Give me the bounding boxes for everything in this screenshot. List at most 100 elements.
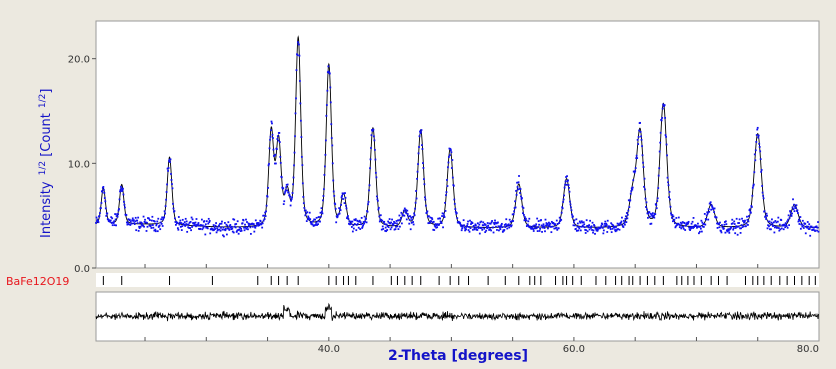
- observed-point: [591, 229, 593, 231]
- observed-point: [96, 220, 98, 222]
- observed-point: [642, 166, 645, 168]
- observed-point: [639, 121, 641, 124]
- observed-point: [367, 201, 370, 203]
- observed-point: [604, 224, 607, 227]
- observed-point: [302, 202, 305, 205]
- observed-point: [801, 219, 804, 222]
- observed-point: [166, 167, 169, 170]
- observed-point: [642, 161, 644, 164]
- y-tick-label: 20.0: [68, 55, 90, 66]
- observed-point: [300, 155, 303, 158]
- observed-point: [782, 223, 785, 226]
- observed-point: [510, 224, 513, 227]
- observed-point: [744, 219, 746, 222]
- observed-point: [464, 229, 466, 232]
- observed-point: [775, 221, 778, 224]
- observed-point: [682, 227, 685, 230]
- observed-point: [427, 215, 430, 218]
- observed-point: [586, 230, 589, 233]
- observed-point: [441, 212, 444, 215]
- observed-point: [718, 226, 721, 229]
- observed-point: [784, 222, 787, 225]
- observed-point: [537, 226, 540, 228]
- observed-point: [807, 225, 810, 228]
- observed-point: [649, 223, 652, 225]
- observed-point: [309, 218, 312, 221]
- observed-point: [705, 218, 708, 221]
- observed-point: [587, 226, 590, 229]
- observed-point: [114, 218, 117, 221]
- observed-point: [127, 218, 130, 221]
- observed-point: [549, 222, 552, 225]
- observed-point: [435, 226, 438, 229]
- observed-point: [204, 233, 207, 236]
- observed-point: [787, 218, 790, 221]
- observed-point: [621, 224, 624, 227]
- observed-point: [258, 223, 261, 226]
- y-tick-label: 10.0: [68, 159, 90, 170]
- observed-point: [294, 135, 296, 138]
- observed-point: [542, 223, 545, 226]
- observed-point: [174, 221, 177, 223]
- observed-point: [812, 228, 815, 231]
- observed-point: [804, 222, 807, 225]
- observed-point: [761, 185, 764, 187]
- observed-point: [798, 218, 800, 221]
- observed-point: [689, 229, 691, 231]
- observed-point: [290, 198, 293, 201]
- observed-point: [285, 186, 288, 189]
- observed-point: [387, 220, 390, 223]
- observed-point: [375, 176, 378, 179]
- observed-point: [433, 229, 436, 231]
- observed-point: [335, 215, 338, 218]
- observed-point: [329, 86, 332, 89]
- observed-point: [453, 198, 456, 201]
- observed-point: [595, 227, 597, 230]
- observed-point: [737, 225, 740, 228]
- observed-point: [340, 203, 342, 206]
- observed-point: [702, 226, 705, 228]
- observed-point: [715, 216, 718, 219]
- observed-point: [673, 218, 676, 221]
- observed-point: [535, 227, 538, 230]
- observed-point: [262, 219, 265, 222]
- observed-point: [661, 107, 664, 110]
- observed-point: [713, 211, 715, 214]
- observed-point: [618, 228, 621, 231]
- x-tick-label: 80.0: [797, 344, 819, 355]
- observed-point: [450, 151, 453, 154]
- observed-point: [400, 222, 403, 225]
- observed-point: [120, 185, 122, 188]
- observed-point: [763, 210, 766, 213]
- observed-point: [476, 222, 479, 225]
- observed-point: [562, 201, 565, 203]
- observed-point: [753, 153, 756, 156]
- observed-point: [691, 220, 694, 223]
- observed-point: [758, 142, 761, 145]
- observed-point: [636, 138, 639, 141]
- observed-point: [363, 215, 366, 218]
- observed-point: [421, 144, 423, 147]
- observed-point: [168, 158, 171, 161]
- observed-point: [121, 189, 124, 192]
- observed-point: [154, 228, 157, 231]
- observed-point: [484, 224, 487, 226]
- observed-point: [645, 201, 648, 204]
- observed-point: [264, 215, 267, 218]
- observed-point: [179, 219, 182, 222]
- observed-point: [110, 222, 113, 224]
- observed-point: [362, 221, 365, 223]
- observed-point: [666, 176, 669, 179]
- observed-point: [323, 188, 325, 191]
- observed-point: [243, 226, 245, 229]
- difference-curve: [95, 302, 819, 322]
- observed-point: [695, 225, 698, 227]
- observed-point: [551, 225, 554, 228]
- observed-point: [447, 166, 449, 169]
- observed-point: [443, 216, 446, 218]
- observed-point: [594, 232, 596, 235]
- observed-point: [202, 226, 205, 229]
- observed-point: [751, 194, 754, 197]
- observed-point: [606, 231, 609, 233]
- observed-point: [218, 224, 220, 227]
